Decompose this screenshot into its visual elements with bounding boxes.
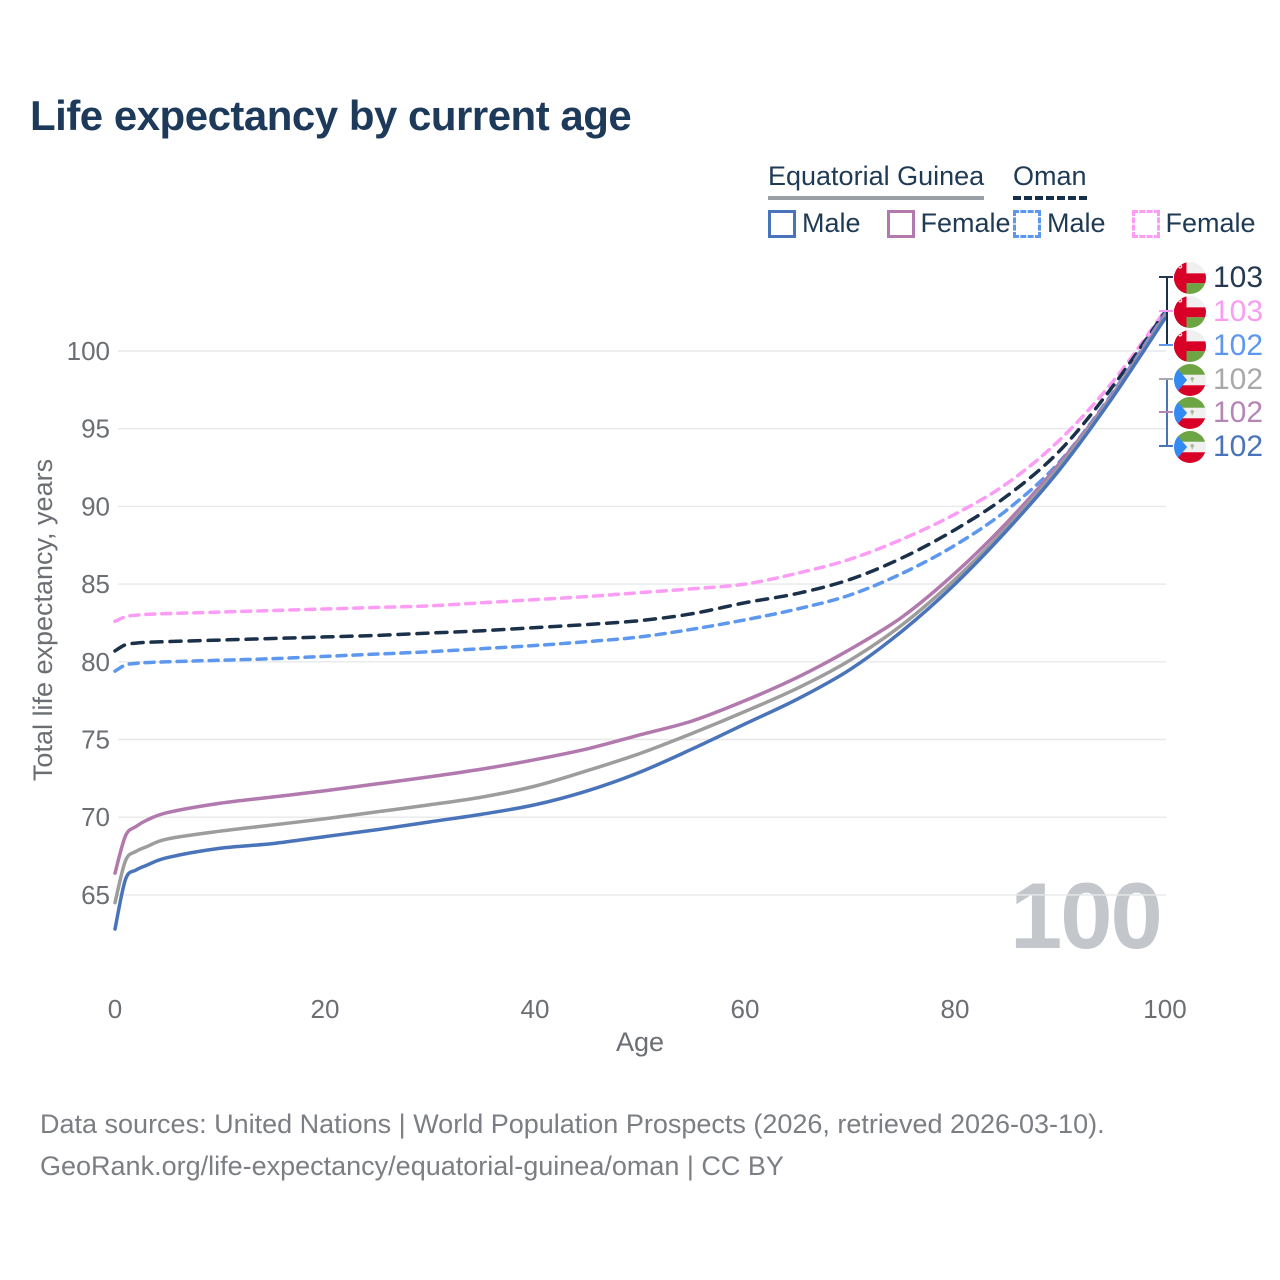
oman-flag-icon — [1174, 330, 1206, 362]
end-label-oman-female: 103 — [1174, 295, 1263, 329]
y-tick-label: 90 — [81, 491, 110, 521]
end-label-value: 102 — [1213, 363, 1264, 396]
x-tick-label: 40 — [521, 994, 550, 1024]
series-line-oman-both-sexes — [113, 310, 1167, 653]
legend-row: Male Female — [768, 208, 1011, 239]
y-tick-label: 95 — [81, 414, 110, 444]
end-label-value: 103 — [1213, 261, 1264, 294]
end-label-equatorial-guinea-male: 102 — [1174, 430, 1263, 464]
y-tick-label: 85 — [81, 569, 110, 599]
oman-female-swatch-icon — [1131, 209, 1160, 238]
legend-item-oman-female[interactable]: Female — [1131, 208, 1256, 239]
legend-group-equatorial-guinea: Equatorial Guinea Male Female — [768, 161, 1011, 239]
legend-item-label: Male — [1047, 208, 1106, 238]
oman-flag-icon — [1174, 262, 1206, 294]
oman-male-swatch-icon — [1013, 209, 1041, 238]
x-tick-label: 100 — [1143, 994, 1186, 1024]
end-label-equatorial-guinea-both-sexes: 102 — [1174, 363, 1263, 397]
series-line-equatorial-guinea-female — [113, 313, 1167, 875]
legend-group-oman: Oman Male Female — [1013, 161, 1256, 239]
y-tick-label: 65 — [81, 880, 110, 910]
end-label-oman-both-sexes: 103 — [1174, 261, 1263, 295]
series-line-oman-female — [113, 308, 1167, 624]
legend-header-oman[interactable]: Oman — [1013, 161, 1087, 200]
end-label-value: 102 — [1213, 430, 1264, 463]
end-label-oman-male: 102 — [1174, 329, 1263, 363]
end-label-value: 102 — [1213, 329, 1264, 362]
legend-item-eg-female[interactable]: Female — [886, 208, 1011, 239]
series-line-equatorial-guinea-male — [113, 316, 1167, 931]
y-axis-title: Total life expectancy, years — [28, 459, 58, 781]
page-title: Life expectancy by current age — [30, 92, 632, 139]
legend-item-label: Male — [802, 208, 861, 238]
end-label-value: 102 — [1213, 396, 1264, 429]
oman-flag-icon — [1174, 296, 1206, 328]
equatorial-guinea-flag-icon — [1174, 364, 1206, 396]
end-label-value: 103 — [1213, 295, 1264, 328]
x-tick-label: 0 — [108, 994, 122, 1024]
legend-item-eg-male[interactable]: Male — [768, 208, 861, 239]
legend-item-label: Female — [920, 208, 1011, 238]
footer-source-line: Data sources: United Nations | World Pop… — [40, 1109, 1105, 1139]
legend-header-equatorial-guinea[interactable]: Equatorial Guinea — [768, 161, 985, 200]
eg-male-swatch-icon — [768, 209, 796, 238]
legend-item-label: Female — [1165, 208, 1256, 238]
y-tick-label: 100 — [67, 336, 110, 366]
footer: Data sources: United Nations | World Pop… — [40, 1104, 1105, 1188]
y-tick-label: 80 — [81, 647, 110, 677]
x-tick-label: 60 — [731, 994, 760, 1024]
series-line-oman-male — [113, 311, 1167, 673]
footer-url-line: GeoRank.org/life-expectancy/equatorial-g… — [40, 1150, 784, 1181]
x-tick-label: 80 — [941, 994, 970, 1024]
legend-item-oman-male[interactable]: Male — [1013, 208, 1106, 239]
age-counter-watermark: 100 — [1010, 863, 1163, 968]
y-tick-label: 70 — [81, 802, 110, 832]
equatorial-guinea-flag-icon — [1174, 431, 1206, 463]
end-label-equatorial-guinea-female: 102 — [1174, 396, 1263, 430]
x-axis-title: Age — [616, 1027, 664, 1057]
y-tick-label: 75 — [81, 725, 110, 755]
series-line-equatorial-guinea-both-sexes — [113, 315, 1167, 905]
x-tick-label: 20 — [311, 994, 340, 1024]
legend-row: Male Female — [1013, 208, 1256, 239]
equatorial-guinea-flag-icon — [1174, 397, 1206, 429]
eg-female-swatch-icon — [886, 209, 915, 238]
